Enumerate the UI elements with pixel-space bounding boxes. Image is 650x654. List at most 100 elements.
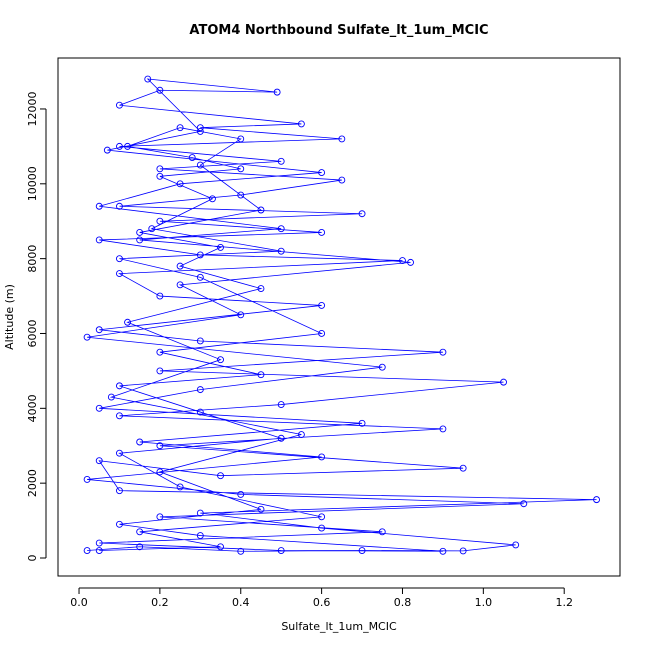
point [116,101,123,109]
series-line [87,78,597,552]
y-tick-label: 2000 [26,469,39,497]
point [318,229,326,236]
point [95,326,103,334]
point [156,348,164,356]
point [156,292,164,300]
point [95,404,103,412]
point [95,539,103,547]
point [176,483,184,491]
point [277,247,285,255]
point [136,528,144,536]
point [116,142,123,150]
point [318,301,326,309]
point [318,524,326,532]
point [358,419,366,427]
point [95,236,103,244]
point [95,202,103,210]
point [116,202,123,210]
point [378,528,386,536]
y-tick-label: 4000 [26,394,39,422]
point [593,496,600,504]
point [196,337,204,345]
point [116,487,123,495]
point [196,161,204,169]
point [116,412,123,420]
point [144,75,152,83]
point [439,547,447,555]
point [237,547,245,555]
point [156,86,164,94]
point [196,408,204,416]
point [156,468,164,476]
chart-title: ATOM4 Northbound Sulfate_lt_1um_MCIC [189,23,488,38]
y-tick-label: 6000 [26,319,39,347]
point [156,165,164,173]
point [378,363,386,371]
point [196,386,204,394]
point [196,532,204,539]
point [237,490,245,498]
point [277,157,285,165]
point [257,371,265,379]
point [512,541,520,549]
point [83,475,91,483]
point [196,509,204,517]
point [318,330,326,337]
point [237,311,245,319]
point [237,191,245,199]
point [318,513,326,521]
point [217,472,224,480]
point [257,505,265,513]
point [156,513,164,521]
point [107,393,115,401]
point [338,135,346,143]
x-tick-label: 0.8 [394,596,412,609]
point [217,543,224,551]
y-tick-label: 8000 [26,245,39,273]
y-tick-label: 12000 [26,91,39,126]
point [277,547,285,554]
point [136,543,144,551]
x-tick-label: 0.2 [151,596,169,609]
point [237,165,245,173]
point [95,457,103,465]
point [136,229,144,236]
point [148,225,156,233]
point [176,281,184,289]
point [237,135,245,143]
point [176,180,184,188]
point [358,547,366,554]
point [208,195,216,203]
point [257,206,265,214]
point [407,258,415,266]
point [358,210,366,218]
point [338,176,346,184]
point [500,378,508,386]
point [95,547,103,554]
point [103,146,111,154]
point [156,217,164,225]
point [83,333,91,341]
point [196,273,204,281]
point [116,382,123,390]
x-tick-label: 1.2 [555,596,573,609]
point [124,142,131,150]
x-tick-label: 0.4 [232,596,250,609]
y-tick-label: 0 [26,555,39,562]
point [116,255,123,263]
point [297,431,305,438]
point [439,425,447,433]
point [156,367,164,375]
x-axis-label: Sulfate_lt_1um_MCIC [281,620,397,633]
point [297,120,305,128]
point [176,124,184,132]
point [217,356,224,364]
point [196,124,204,132]
point [277,225,285,233]
point [277,401,285,409]
point [439,348,447,356]
point [459,464,467,472]
point [273,88,281,96]
